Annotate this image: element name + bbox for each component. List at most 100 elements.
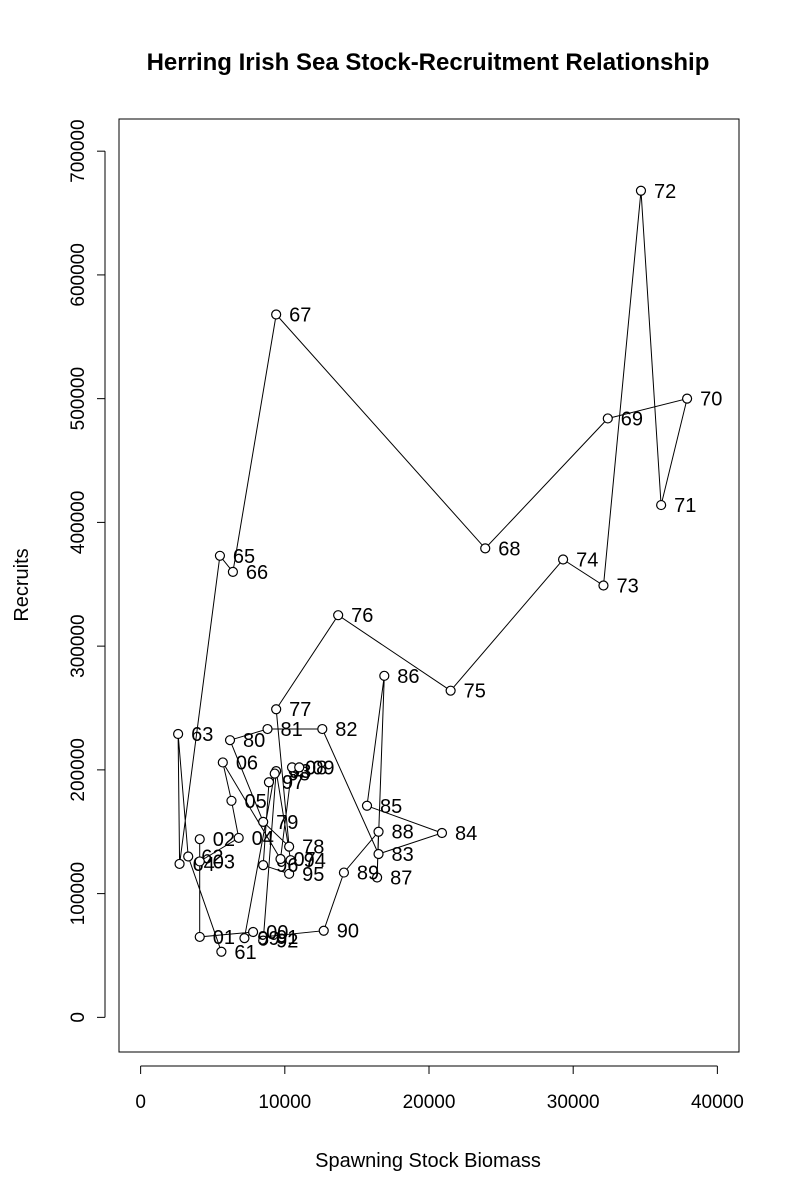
point-label-68: 68 <box>498 538 520 560</box>
point-label-92: 92 <box>276 931 298 953</box>
data-point-71 <box>656 499 667 511</box>
data-point-75 <box>445 685 456 696</box>
data-point-80 <box>224 735 236 746</box>
data-point-99 <box>239 933 250 944</box>
point-label-88: 88 <box>392 822 414 844</box>
x-tick-label: 10000 <box>258 1092 311 1113</box>
x-axis-label: Spawning Stock Biomass <box>315 1150 541 1172</box>
y-tick-label: 300000 <box>68 614 89 677</box>
point-label-64: 64 <box>193 854 215 876</box>
chart-title: Herring Irish Sea Stock-Recruitment Rela… <box>147 49 710 76</box>
data-point-96 <box>258 860 269 871</box>
point-label-74: 74 <box>576 550 598 572</box>
point-label-95: 95 <box>302 864 324 886</box>
point-label-63: 63 <box>191 724 213 746</box>
data-point-92 <box>258 935 269 946</box>
data-point-00 <box>247 926 259 938</box>
y-tick-label: 0 <box>68 1012 89 1023</box>
data-point-89 <box>338 867 350 878</box>
point-label-72: 72 <box>654 181 676 203</box>
point-label-08: 08 <box>305 757 327 779</box>
point-label-86: 86 <box>397 666 419 688</box>
data-point-79 <box>258 816 269 827</box>
data-point-07 <box>275 853 286 865</box>
point-label-94: 94 <box>304 850 326 872</box>
point-label-91: 91 <box>276 927 298 949</box>
point-label-61: 61 <box>234 942 256 964</box>
data-point-02 <box>194 834 205 845</box>
data-point-81 <box>262 723 273 735</box>
data-point-90 <box>318 925 329 936</box>
point-label-83: 83 <box>392 844 414 866</box>
plot-frame <box>118 118 740 1053</box>
point-label-04: 04 <box>252 828 274 850</box>
data-point-87 <box>371 872 383 883</box>
point-label-66: 66 <box>246 562 268 584</box>
point-label-85: 85 <box>380 796 402 818</box>
point-label-73: 73 <box>616 576 638 598</box>
point-label-78: 78 <box>302 837 324 859</box>
y-tick-label: 100000 <box>68 862 89 925</box>
point-label-80: 80 <box>243 730 265 752</box>
x-tick-label: 30000 <box>547 1092 600 1113</box>
data-point-72 <box>635 185 647 196</box>
data-point-98 <box>269 768 280 779</box>
point-label-06: 06 <box>236 752 258 774</box>
point-label-81: 81 <box>281 719 303 741</box>
data-point-01 <box>194 931 205 943</box>
point-label-90: 90 <box>337 921 359 943</box>
data-point-82 <box>317 723 328 735</box>
point-label-69: 69 <box>621 408 643 430</box>
y-axis-label: Recruits <box>11 548 33 621</box>
data-point-68 <box>480 543 491 554</box>
data-point-95 <box>284 868 295 879</box>
data-point-83 <box>373 848 384 860</box>
data-point-67 <box>271 309 282 320</box>
data-point-85 <box>361 800 373 811</box>
data-point-88 <box>373 826 384 837</box>
x-axis: 0 10000 20000 30000 40000 <box>135 1065 744 1113</box>
data-point-05 <box>226 795 237 806</box>
y-tick-label: 400000 <box>68 491 89 554</box>
data-point-63 <box>173 728 184 740</box>
data-point-76 <box>333 610 344 621</box>
data-point-86 <box>379 670 390 681</box>
point-label-84: 84 <box>455 823 477 845</box>
data-point-62 <box>183 851 194 862</box>
y-axis: 0 100000 200000 300000 400000 500000 600000 700… <box>68 119 106 1023</box>
data-point-97 <box>263 777 275 788</box>
data-point-66 <box>227 566 239 577</box>
point-label-77: 77 <box>289 699 311 721</box>
point-label-02: 02 <box>213 829 235 851</box>
point-label-97: 97 <box>282 772 304 794</box>
data-point-64 <box>174 858 185 870</box>
y-tick-label: 500000 <box>68 367 89 430</box>
point-label-67: 67 <box>289 305 311 327</box>
data-point-84 <box>436 827 448 839</box>
point-label-71: 71 <box>674 495 696 517</box>
data-point-04 <box>233 832 244 844</box>
data-point-65 <box>214 550 226 561</box>
point-label-75: 75 <box>464 681 486 703</box>
point-label-76: 76 <box>351 605 373 627</box>
point-label-01: 01 <box>213 927 235 949</box>
point-label-00: 00 <box>266 922 288 944</box>
data-point-61 <box>216 946 227 957</box>
y-tick-label: 700000 <box>68 119 89 182</box>
point-label-09: 09 <box>312 757 334 779</box>
data-point-09 <box>294 762 305 773</box>
point-label-70: 70 <box>700 389 722 411</box>
data-point-78 <box>284 841 295 852</box>
data-point-77 <box>271 704 282 715</box>
point-label-82: 82 <box>335 719 357 741</box>
data-point-06 <box>217 757 228 768</box>
point-label-03: 03 <box>213 851 235 873</box>
point-label-05: 05 <box>244 791 266 813</box>
data-point-69 <box>602 413 613 424</box>
point-label-62: 62 <box>201 846 223 868</box>
data-point-94 <box>285 855 296 866</box>
point-label-99: 99 <box>257 928 279 950</box>
data-point-70 <box>681 393 693 404</box>
data-point-73 <box>598 580 609 591</box>
